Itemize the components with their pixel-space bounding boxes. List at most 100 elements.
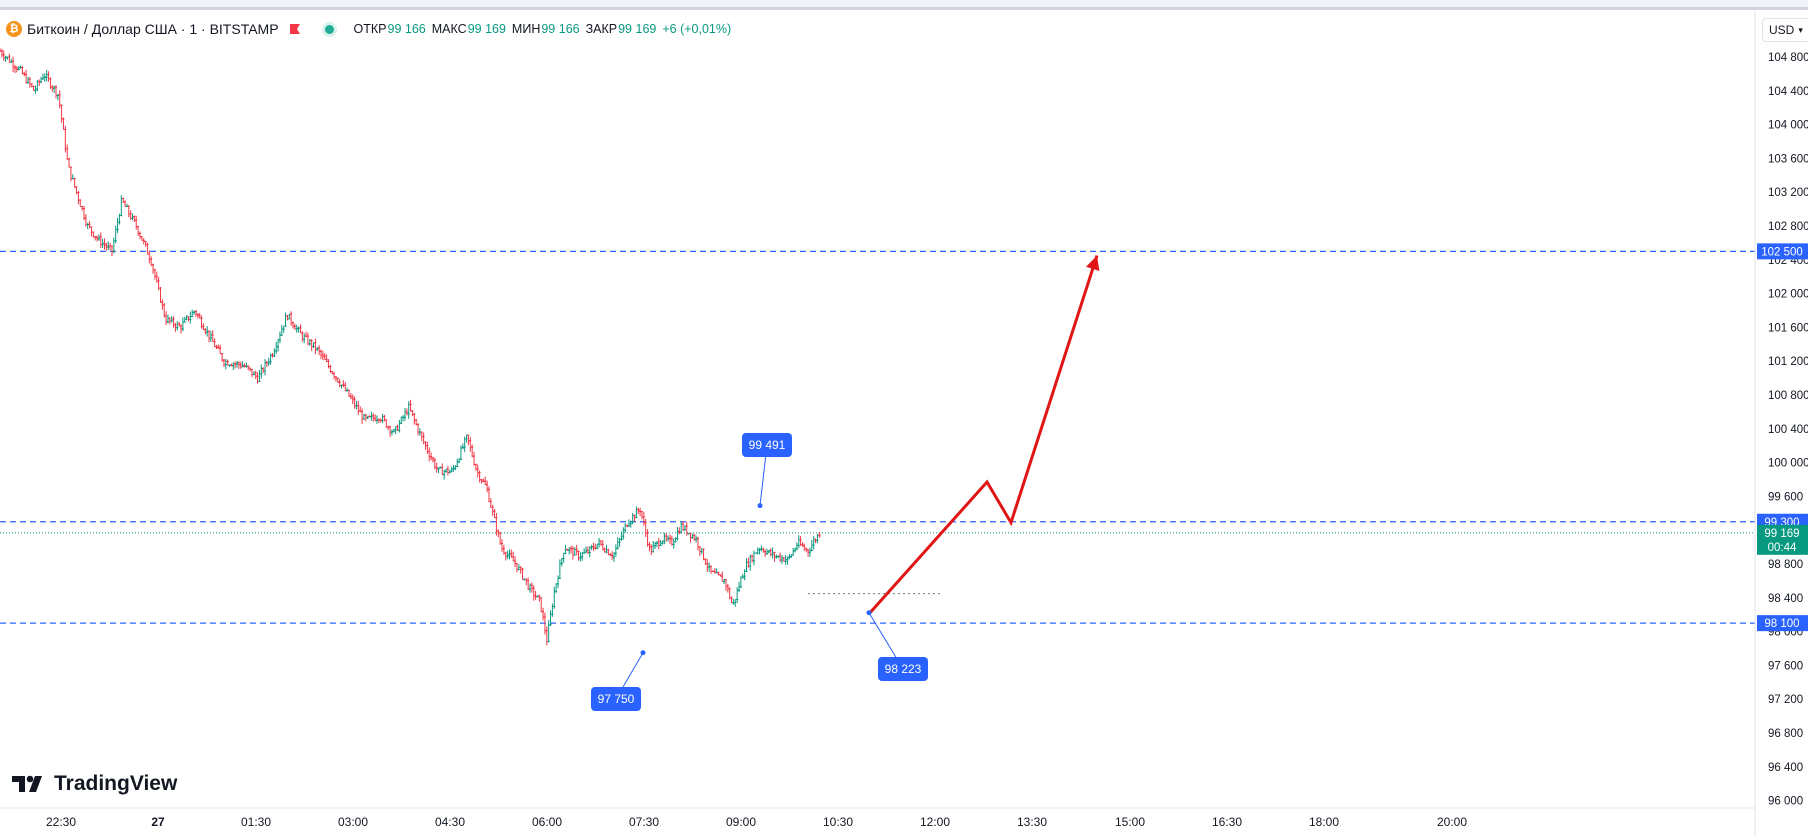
candle bbox=[642, 511, 646, 526]
candle bbox=[133, 215, 136, 223]
candle bbox=[346, 387, 349, 392]
candle bbox=[674, 537, 678, 543]
candle bbox=[357, 401, 360, 415]
candle bbox=[79, 199, 82, 208]
candle bbox=[135, 215, 138, 230]
candle bbox=[191, 309, 194, 318]
top-border bbox=[0, 0, 1808, 10]
callout-box bbox=[878, 657, 928, 681]
candle bbox=[273, 348, 276, 357]
candle bbox=[646, 529, 650, 547]
price-tick-label: 100 000 bbox=[1768, 458, 1808, 470]
callout-anchor bbox=[640, 650, 646, 656]
candle bbox=[605, 544, 609, 554]
time-tick-label: 10:30 bbox=[823, 815, 853, 829]
candle bbox=[411, 410, 414, 417]
candle bbox=[90, 226, 93, 237]
candle bbox=[426, 441, 429, 455]
market-open-icon bbox=[324, 24, 334, 34]
price-tick-label: 96 000 bbox=[1768, 796, 1803, 808]
candle bbox=[8, 53, 11, 63]
candle bbox=[551, 603, 554, 617]
candle bbox=[389, 425, 392, 437]
candle bbox=[124, 200, 127, 207]
price-callout[interactable]: 98 223 bbox=[866, 610, 929, 681]
candle bbox=[277, 338, 280, 352]
candle bbox=[47, 71, 51, 82]
symbol-legend: ₿ Биткоин / Доллар США · 1 · BITSTAMP ОТ… bbox=[6, 18, 731, 40]
candle bbox=[627, 519, 631, 527]
candle bbox=[60, 104, 64, 123]
candle bbox=[696, 536, 700, 551]
candle bbox=[446, 465, 450, 476]
symbol-title[interactable]: Биткоин / Доллар США · 1 · BITSTAMP bbox=[27, 21, 279, 37]
candle bbox=[344, 382, 347, 392]
candle bbox=[163, 303, 166, 318]
candle bbox=[153, 268, 157, 280]
candle bbox=[640, 511, 644, 520]
callout-anchor bbox=[866, 610, 872, 616]
candle bbox=[152, 263, 155, 274]
price-axis[interactable] bbox=[1755, 10, 1808, 837]
candle bbox=[710, 565, 713, 574]
candle bbox=[362, 413, 366, 420]
ohlc-open-value: 99 166 bbox=[387, 22, 426, 36]
candle bbox=[760, 545, 763, 552]
candle bbox=[290, 311, 293, 326]
candle bbox=[467, 434, 470, 446]
candle bbox=[299, 324, 302, 334]
candle bbox=[555, 583, 558, 594]
price-callout[interactable]: 97 750 bbox=[591, 650, 646, 711]
candle bbox=[189, 311, 192, 324]
candle bbox=[2, 50, 6, 61]
price-tick-label: 96 800 bbox=[1768, 728, 1803, 740]
flag-icon[interactable] bbox=[289, 23, 301, 35]
candle bbox=[501, 539, 504, 552]
candle bbox=[486, 480, 489, 493]
candle bbox=[4, 55, 8, 62]
time-tick-label: 16:30 bbox=[1212, 815, 1242, 829]
time-tick-label: 09:00 bbox=[726, 815, 756, 829]
candle bbox=[144, 240, 148, 247]
candle bbox=[592, 542, 595, 551]
candle bbox=[148, 250, 151, 264]
candle bbox=[54, 85, 58, 99]
candle bbox=[40, 76, 43, 84]
candle bbox=[213, 338, 217, 348]
candle bbox=[487, 486, 491, 503]
time-tick-label: 01:30 bbox=[241, 815, 271, 829]
candle bbox=[372, 413, 375, 422]
level-price-tag bbox=[1757, 615, 1808, 632]
tradingview-logo[interactable]: TradingView bbox=[12, 772, 177, 796]
candle bbox=[262, 367, 265, 373]
candle bbox=[390, 429, 394, 436]
candle bbox=[584, 546, 588, 553]
candle bbox=[556, 575, 560, 588]
candle bbox=[508, 549, 511, 560]
candle bbox=[484, 476, 487, 486]
candle bbox=[499, 532, 502, 545]
projection-arrow[interactable] bbox=[868, 255, 1099, 614]
candle bbox=[515, 563, 519, 573]
candle bbox=[86, 222, 90, 230]
candle bbox=[234, 361, 237, 369]
ohlc-high-value: 99 169 bbox=[467, 22, 506, 36]
candle bbox=[282, 325, 286, 333]
candle bbox=[308, 338, 312, 346]
time-tick-label: 04:30 bbox=[435, 815, 465, 829]
candle bbox=[278, 331, 282, 344]
callout-box bbox=[742, 433, 792, 457]
time-tick-label: 27 bbox=[151, 815, 165, 829]
candle bbox=[398, 419, 401, 433]
candle bbox=[312, 342, 316, 349]
candle bbox=[284, 312, 288, 327]
candle bbox=[138, 231, 142, 240]
price-tick-label: 102 800 bbox=[1768, 221, 1808, 233]
currency-select[interactable]: USD ▾ bbox=[1762, 18, 1808, 42]
candle bbox=[297, 326, 301, 333]
candle bbox=[353, 396, 357, 409]
price-callout[interactable]: 99 491 bbox=[742, 433, 792, 509]
candle bbox=[208, 330, 211, 343]
candle bbox=[321, 350, 325, 361]
